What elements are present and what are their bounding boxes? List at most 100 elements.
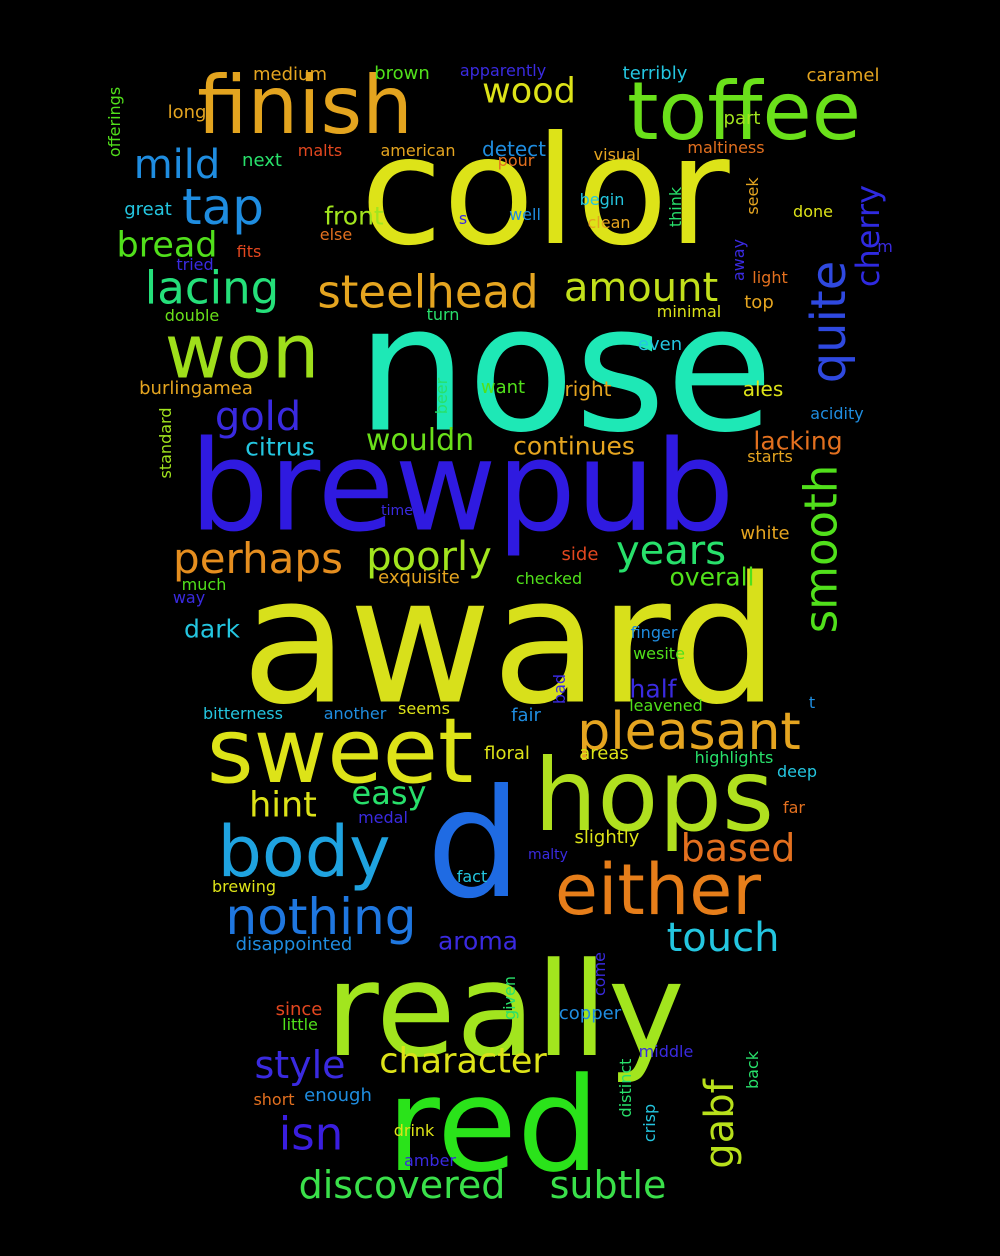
word-years: years	[615, 528, 727, 574]
word-award: award	[241, 540, 779, 744]
word-back: back	[743, 1050, 762, 1090]
word-style: style	[254, 1043, 346, 1087]
word-seek: seek	[743, 177, 762, 215]
word-side: side	[561, 544, 599, 565]
word-apparently: apparently	[459, 61, 547, 80]
word-toffee: toffee	[627, 65, 861, 158]
word-offerings: offerings	[105, 86, 124, 158]
word-amber: amber	[404, 1151, 456, 1170]
word-tap: tap	[182, 178, 264, 236]
word-starts: starts	[747, 447, 793, 466]
word-finger: finger	[630, 623, 678, 642]
word-touch: touch	[666, 915, 780, 961]
word-malts: malts	[297, 141, 343, 160]
word-character: character	[379, 1041, 547, 1082]
word-pleasant: pleasant	[577, 702, 801, 762]
word-citrus: citrus	[245, 432, 315, 462]
word-isn: isn	[278, 1107, 344, 1161]
word-won: won	[164, 307, 320, 396]
word-ales: ales	[742, 377, 784, 401]
word-highlights: highlights	[694, 748, 774, 767]
word-beer: beer	[432, 377, 451, 415]
word-subtle: subtle	[549, 1163, 667, 1207]
word-dark: dark	[184, 614, 240, 644]
word-want: want	[480, 377, 526, 398]
word-body: body	[217, 811, 391, 893]
word-disappointed: disappointed	[235, 934, 353, 955]
word-checked: checked	[515, 569, 583, 588]
word-bad: bad	[550, 673, 569, 705]
word-quite: quite	[801, 260, 857, 384]
word-brewing: brewing	[211, 877, 277, 896]
word-way: way	[172, 588, 206, 607]
word-copper: copper	[558, 1003, 622, 1024]
word-steelhead: steelhead	[317, 265, 539, 319]
word-slightly: slightly	[574, 827, 640, 848]
word-fair: fair	[511, 705, 541, 726]
word-think: think	[666, 186, 685, 228]
word-middle: middle	[638, 1042, 694, 1061]
word-continues: continues	[513, 431, 635, 461]
word-clean: clean	[587, 213, 631, 232]
word-far: far	[782, 798, 806, 817]
word-away: away	[729, 238, 748, 282]
word-seems: seems	[398, 699, 450, 718]
word-either: either	[554, 849, 762, 931]
word-another: another	[323, 704, 387, 723]
word-white: white	[740, 523, 790, 544]
word-next: next	[242, 150, 282, 171]
word-pour: pour	[497, 151, 535, 170]
word-part: part	[723, 108, 761, 129]
word-hint: hint	[249, 785, 317, 826]
word-red: red	[386, 1049, 600, 1201]
word-done: done	[793, 202, 833, 221]
word-crisp: crisp	[640, 1103, 659, 1143]
word-since: since	[275, 999, 323, 1020]
word-half: half	[629, 674, 677, 704]
word-aroma: aroma	[437, 926, 519, 956]
word-poorly: poorly	[366, 534, 492, 580]
word-brewpub: brewpub	[189, 414, 735, 560]
word-based: based	[680, 826, 796, 870]
word-lacing: lacing	[144, 261, 280, 315]
word-discovered: discovered	[298, 1163, 506, 1207]
word-american: american	[380, 141, 456, 160]
word-sweet: sweet	[206, 699, 474, 804]
word-time: time	[381, 503, 413, 519]
word-short: short	[253, 1090, 295, 1109]
word-well: well	[509, 205, 541, 224]
word-drink: drink	[393, 1121, 435, 1140]
word-top: top	[744, 292, 774, 313]
word-maltiness: maltiness	[687, 138, 765, 157]
word-fits: fits	[236, 242, 262, 261]
word-light: light	[752, 268, 788, 287]
word-standard: standard	[156, 407, 175, 479]
word-bitterness: bitterness	[203, 704, 283, 723]
word-m: m	[877, 237, 893, 256]
word-visual: visual	[593, 145, 641, 164]
word-lacking: lacking	[753, 426, 843, 456]
word-double: double	[164, 306, 220, 325]
word-given: given	[500, 975, 519, 1021]
word-begin: begin	[579, 190, 625, 209]
word-malty: malty	[528, 847, 568, 863]
word-gabf: gabf	[697, 1079, 743, 1169]
word-great: great	[124, 199, 172, 220]
word-exquisite: exquisite	[378, 567, 460, 588]
word-amount: amount	[563, 265, 719, 311]
word-wood: wood	[482, 71, 576, 112]
word-else: else	[319, 225, 353, 244]
word-little: little	[282, 1015, 318, 1034]
word-caramel: caramel	[806, 65, 880, 86]
word-bread: bread	[116, 225, 218, 266]
word-even: even	[637, 334, 683, 355]
word-gold: gold	[214, 394, 302, 440]
word-right: right	[564, 377, 612, 401]
word-distinct: distinct	[616, 1058, 635, 1118]
word-fact: fact	[456, 867, 488, 886]
word-wesite: wesite	[633, 644, 685, 663]
word-hops: hops	[533, 737, 775, 854]
word-easy: easy	[351, 774, 427, 812]
word-leavened: leavened	[629, 696, 703, 715]
